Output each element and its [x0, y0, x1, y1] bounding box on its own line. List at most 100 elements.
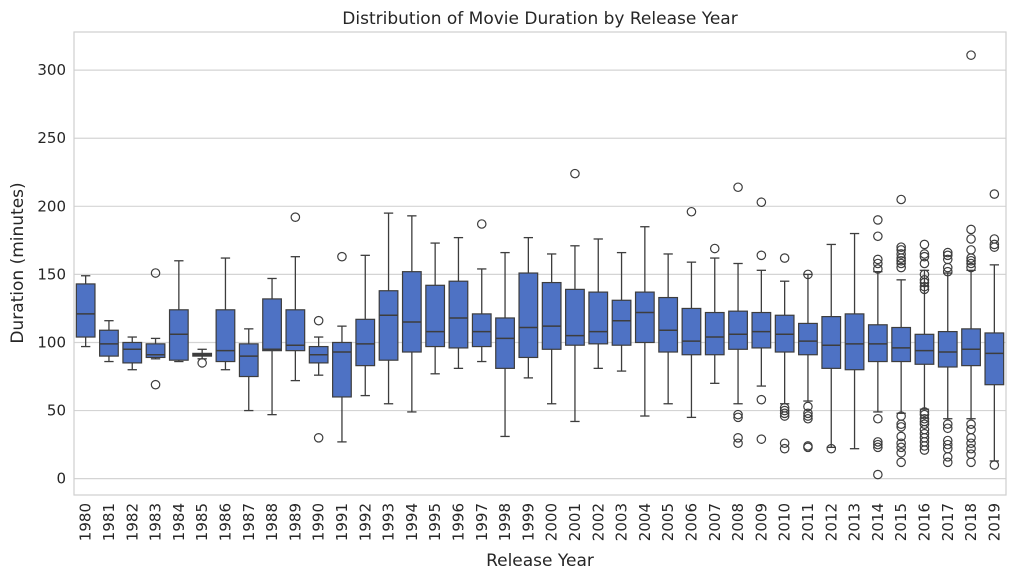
outlier-point — [896, 422, 906, 432]
outlier-point — [919, 441, 930, 451]
x-tick-label: 2010 — [776, 503, 794, 541]
outlier-point — [337, 251, 347, 262]
iqr-box — [401, 271, 422, 353]
outlier-point — [919, 281, 930, 292]
outlier-point — [942, 452, 953, 462]
box-2006 — [681, 206, 702, 419]
box-1987 — [238, 328, 259, 412]
outlier-point — [873, 231, 883, 242]
outlier-point — [150, 379, 161, 390]
y-tick-label: 250 — [37, 129, 66, 147]
iqr-box — [961, 328, 981, 367]
outlier-point — [150, 268, 161, 278]
y-axis-title: Duration (minutes) — [8, 182, 28, 343]
outlier-point — [966, 457, 976, 468]
outlier-point — [896, 457, 906, 468]
y-tick-label: 150 — [37, 265, 66, 283]
outlier-point — [919, 258, 930, 269]
box-1996 — [448, 236, 469, 370]
x-axis-title: Release Year — [486, 551, 594, 571]
x-tick-label: 1988 — [263, 503, 281, 541]
outlier-point — [919, 409, 930, 420]
box-1994 — [401, 215, 422, 413]
outlier-point — [779, 405, 790, 416]
x-tick-label: 1980 — [77, 503, 95, 541]
iqr-box — [798, 322, 818, 356]
x-tick-label: 1982 — [123, 503, 141, 541]
iqr-box — [914, 333, 935, 365]
box-1981 — [99, 320, 119, 363]
outlier-point — [873, 442, 883, 453]
box-2018 — [961, 50, 981, 468]
outlier-point — [942, 266, 953, 277]
outlier-point — [919, 419, 930, 429]
outlier-point — [942, 419, 953, 429]
outlier-point — [966, 253, 976, 263]
iqr-box — [891, 326, 912, 363]
outlier-point — [756, 197, 767, 208]
x-tick-label: 1991 — [333, 503, 351, 541]
iqr-box — [541, 281, 562, 350]
x-tick-label: 1989 — [286, 503, 304, 541]
y-tick-labels: 0 50 100 150 200 250 300 — [37, 61, 66, 488]
x-tick-label: 1999 — [519, 503, 537, 541]
outlier-point — [826, 443, 837, 454]
x-tick-label: 2006 — [682, 503, 700, 541]
outlier-point — [197, 358, 207, 368]
outlier-point — [942, 457, 953, 468]
box-2013 — [844, 232, 865, 450]
outlier-point — [989, 189, 1000, 199]
chart-title: Distribution of Movie Duration by Releas… — [342, 9, 737, 29]
x-tick-labels: 1980 1981 1982 1983 1984 1985 1986 1987 1988 1989… — [77, 503, 1004, 541]
x-tick-label: 2001 — [566, 503, 584, 541]
x-tick-label: 1983 — [147, 503, 165, 541]
outlier-point — [873, 258, 883, 269]
x-tick-label: 2008 — [729, 503, 747, 541]
x-tick-label: 1986 — [216, 503, 234, 541]
outlier-point — [942, 423, 953, 434]
box-2009 — [751, 197, 772, 444]
box-2014 — [867, 215, 888, 480]
box-2003 — [611, 251, 632, 372]
outlier-point — [313, 433, 324, 443]
outlier-point — [779, 253, 790, 263]
box-1990 — [308, 315, 329, 443]
box-1992 — [355, 254, 376, 397]
outlier-point — [476, 219, 487, 229]
iqr-box — [844, 313, 865, 371]
x-tick-label: 2014 — [869, 503, 887, 541]
iqr-box — [821, 316, 842, 369]
outlier-point — [873, 413, 883, 424]
outlier-point — [942, 439, 953, 450]
outlier-point — [756, 250, 767, 261]
iqr-box — [658, 296, 679, 353]
outlier-point — [873, 215, 883, 225]
outlier-point — [779, 408, 790, 419]
iqr-box — [122, 341, 143, 364]
box-2016 — [914, 239, 935, 455]
outlier-point — [733, 433, 743, 443]
outlier-point — [896, 249, 906, 259]
x-tick-label: 2019 — [985, 503, 1003, 541]
outlier-point — [896, 442, 906, 453]
box-2011 — [798, 269, 818, 453]
outlier-point — [919, 277, 930, 288]
iqr-box — [728, 310, 748, 350]
iqr-box — [285, 309, 306, 352]
x-tick-label: 2009 — [752, 503, 770, 541]
x-tick-label: 1990 — [310, 503, 328, 541]
outlier-point — [966, 262, 976, 273]
iqr-box — [215, 309, 236, 363]
outlier-point — [570, 168, 580, 179]
y-tick-label: 0 — [56, 470, 66, 488]
outlier-point — [290, 212, 301, 222]
outlier-point — [896, 258, 906, 269]
outlier-point — [919, 413, 930, 424]
outlier-point — [803, 413, 813, 424]
x-tick-label: 1992 — [356, 503, 374, 541]
box-1997 — [471, 219, 492, 363]
box-1983 — [145, 268, 166, 390]
x-tick-label: 2018 — [962, 503, 980, 541]
x-tick-label: 2002 — [589, 503, 607, 541]
x-tick-label: 2004 — [636, 503, 654, 541]
